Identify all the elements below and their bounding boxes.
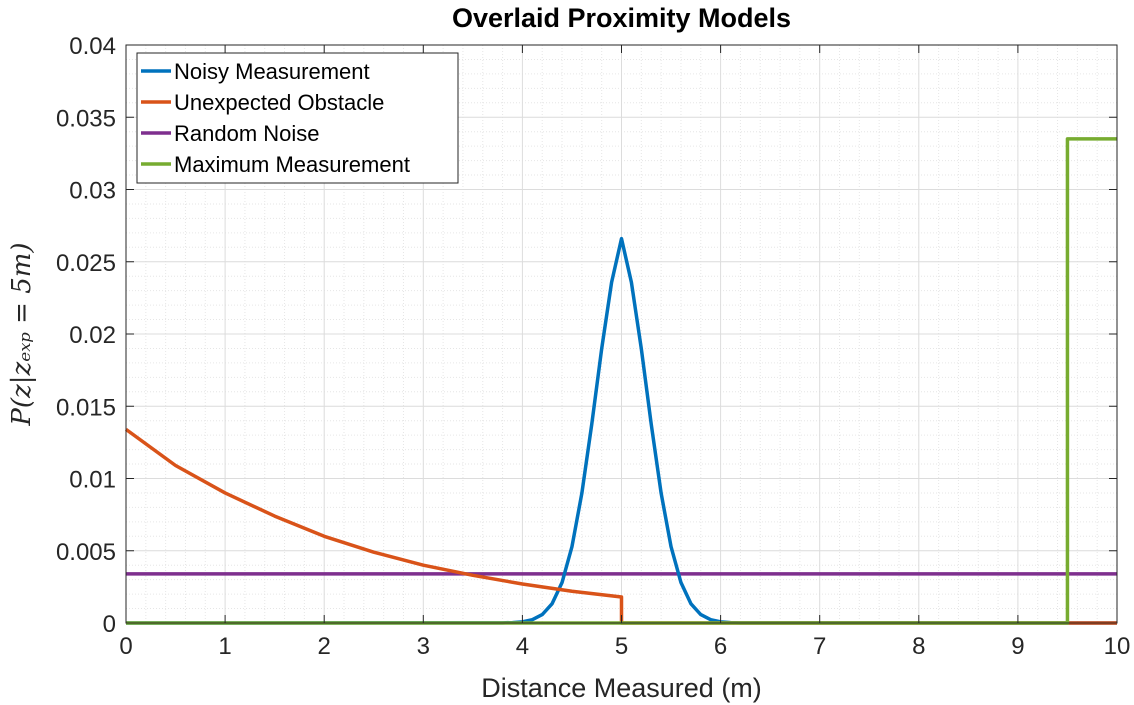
x-tick-label: 3	[417, 633, 430, 660]
x-tick-label: 7	[813, 633, 826, 660]
y-tick-label: 0.005	[56, 539, 116, 566]
y-tick-label: 0.01	[69, 467, 116, 494]
y-tick-label: 0.015	[56, 394, 116, 421]
x-tick-label: 0	[119, 633, 132, 660]
x-tick-label: 6	[714, 633, 727, 660]
y-tick-label: 0	[103, 611, 116, 638]
x-ticks: 0 1 2 3 4 5 6 7 8 9 10	[119, 45, 1130, 660]
y-tick-label: 0.035	[56, 105, 116, 132]
y-axis-label: P(z|zₑₓₚ = 5m)	[7, 242, 37, 426]
series-line-unexpected-obstacle	[124, 427, 1117, 625]
y-tick-label: 0.03	[69, 178, 116, 205]
x-tick-label: 8	[912, 633, 925, 660]
x-tick-label: 4	[516, 633, 529, 660]
legend-label: Noisy Measurement	[174, 59, 370, 84]
chart-title: Overlaid Proximity Models	[452, 3, 791, 33]
x-tick-label: 2	[318, 633, 331, 660]
x-axis-label: Distance Measured (m)	[481, 673, 762, 703]
y-tick-label: 0.02	[69, 322, 116, 349]
x-tick-label: 10	[1104, 633, 1131, 660]
y-ticks: 0 0.005 0.01 0.015 0.02 0.025 0.03 0.035 0.04	[56, 33, 1117, 638]
legend-label: Maximum Measurement	[174, 152, 410, 177]
x-tick-label: 1	[218, 633, 231, 660]
legend-box	[136, 52, 459, 184]
series-line-noisy-measurement	[125, 236, 1118, 625]
y-tick-label: 0.025	[56, 250, 116, 277]
legend-label: Random Noise	[174, 121, 320, 146]
x-tick-label: 5	[615, 633, 628, 660]
legend: Noisy Measurement Unexpected Obstacle Rand…	[136, 52, 459, 184]
legend-label: Unexpected Obstacle	[174, 90, 384, 115]
x-tick-label: 9	[1011, 633, 1024, 660]
y-tick-label: 0.04	[69, 33, 116, 60]
